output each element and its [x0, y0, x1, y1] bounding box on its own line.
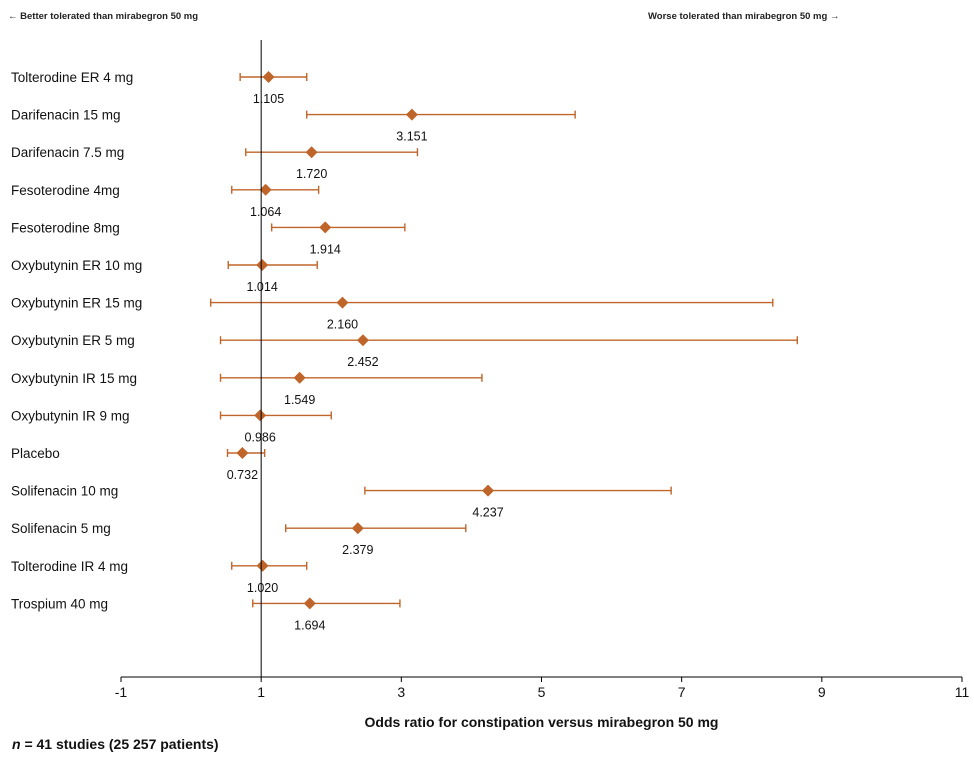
- row-label: Trospium 40 mg: [11, 596, 108, 611]
- odds-ratio-marker: [259, 183, 272, 196]
- x-tick-label: 9: [818, 684, 826, 700]
- row-label: Darifenacin 7.5 mg: [11, 145, 124, 160]
- odds-ratio-value: 0.986: [245, 430, 276, 444]
- odds-ratio-marker: [336, 296, 349, 309]
- x-tick-label: 11: [955, 684, 970, 700]
- forest-row: Oxybutynin ER 5 mg 2.452: [11, 333, 799, 369]
- odds-ratio-value: 3.151: [396, 130, 427, 144]
- forest-row: Darifenacin 7.5 mg 1.720: [11, 145, 419, 181]
- odds-ratio-value: 4.237: [472, 506, 503, 520]
- forest-row: Oxybutynin ER 10 mg 1.014: [11, 258, 318, 294]
- row-label: Oxybutynin ER 15 mg: [11, 296, 142, 311]
- forest-row: Darifenacin 15 mg 3.151: [11, 108, 576, 144]
- row-label: Solifenacin 5 mg: [11, 521, 111, 536]
- odds-ratio-value: 2.160: [327, 318, 358, 332]
- x-tick-label: 7: [678, 684, 686, 700]
- row-label: Oxybutynin ER 5 mg: [11, 333, 135, 348]
- row-label: Oxybutynin IR 15 mg: [11, 371, 137, 386]
- x-tick-label: 3: [397, 684, 405, 700]
- x-tick-label: -1: [115, 684, 128, 700]
- odds-ratio-marker: [305, 146, 318, 159]
- row-label: Tolterodine IR 4 mg: [11, 559, 128, 574]
- row-label: Fesoterodine 4mg: [11, 183, 120, 198]
- odds-ratio-marker: [262, 71, 275, 83]
- odds-ratio-value: 1.064: [250, 205, 281, 219]
- odds-ratio-value: 1.914: [310, 242, 341, 256]
- odds-ratio-marker: [319, 221, 332, 234]
- odds-ratio-value: 2.379: [342, 543, 373, 557]
- forest-row: Fesoterodine 4mg 1.064: [11, 183, 320, 219]
- row-label: Tolterodine ER 4 mg: [11, 70, 133, 85]
- forest-row: Oxybutynin IR 9 mg 0.986: [11, 408, 332, 444]
- footnote-n: n: [12, 736, 21, 752]
- forest-row: Fesoterodine 8mg 1.914: [11, 220, 406, 256]
- odds-ratio-value: 1.020: [247, 581, 278, 595]
- x-axis-label: Odds ratio for constipation versus mirab…: [365, 714, 719, 730]
- row-label: Oxybutynin ER 10 mg: [11, 258, 142, 273]
- odds-ratio-marker: [256, 559, 269, 572]
- odds-ratio-marker: [236, 447, 249, 459]
- odds-ratio-marker: [356, 334, 369, 347]
- odds-ratio-value: 2.452: [347, 355, 378, 369]
- odds-ratio-marker: [351, 522, 364, 535]
- forest-row: Trospium 40 mg 1.694: [11, 596, 401, 632]
- row-label: Oxybutynin IR 9 mg: [11, 408, 130, 423]
- odds-ratio-marker: [405, 108, 418, 121]
- forest-row: Oxybutynin IR 15 mg 1.549: [11, 371, 483, 407]
- better-tolerated-note: ← Better tolerated than mirabegron 50 mg: [8, 11, 199, 22]
- odds-ratio-value: 1.694: [294, 618, 325, 632]
- row-label: Darifenacin 15 mg: [11, 108, 121, 123]
- odds-ratio-value: 1.549: [284, 393, 315, 407]
- row-label: Solifenacin 10 mg: [11, 484, 118, 499]
- worse-tolerated-note: Worse tolerated than mirabegron 50 mg →: [648, 11, 840, 22]
- x-tick-label: 1: [257, 684, 265, 700]
- forest-row: Solifenacin 5 mg 2.379: [11, 521, 467, 557]
- odds-ratio-marker: [256, 259, 269, 271]
- forest-row: Oxybutynin ER 15 mg 2.160: [11, 296, 774, 332]
- odds-ratio-marker: [293, 371, 306, 384]
- odds-ratio-marker: [482, 484, 495, 497]
- odds-ratio-value: 0.732: [227, 468, 258, 482]
- rows-layer: Tolterodine ER 4 mg 1.105 Darifenacin 15 m…: [11, 70, 799, 632]
- forest-row: Tolterodine IR 4 mg 1.020: [11, 559, 308, 595]
- row-label: Placebo: [11, 446, 60, 461]
- odds-ratio-marker: [254, 409, 267, 422]
- forest-plot: Tolterodine ER 4 mg 1.105 Darifenacin 15 m…: [11, 40, 970, 730]
- footnote-text: = 41 studies (25 257 patients): [20, 736, 219, 752]
- row-label: Fesoterodine 8mg: [11, 220, 120, 235]
- odds-ratio-value: 1.014: [247, 280, 278, 294]
- odds-ratio-marker: [303, 597, 316, 610]
- forest-row: Tolterodine ER 4 mg 1.105: [11, 70, 308, 106]
- footnote: n = 41 studies (25 257 patients): [12, 736, 219, 752]
- forest-row: Solifenacin 10 mg 4.237: [11, 484, 672, 520]
- x-axis-ticks: -1 1 3 5 7 9 11: [115, 677, 970, 700]
- odds-ratio-value: 1.720: [296, 167, 327, 181]
- forest-row: Placebo 0.732: [11, 446, 266, 482]
- odds-ratio-value: 1.105: [253, 92, 284, 106]
- x-tick-label: 5: [538, 684, 546, 700]
